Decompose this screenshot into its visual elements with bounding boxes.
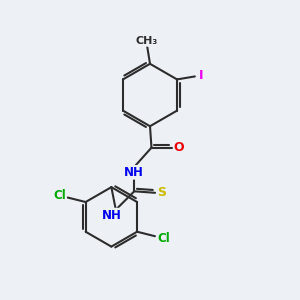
Text: S: S: [157, 186, 166, 199]
Text: NH: NH: [102, 208, 122, 222]
Text: I: I: [199, 69, 204, 82]
Text: O: O: [174, 141, 184, 154]
Text: NH: NH: [124, 166, 144, 179]
Text: Cl: Cl: [157, 232, 169, 245]
Text: Cl: Cl: [53, 189, 66, 202]
Text: CH₃: CH₃: [136, 36, 158, 46]
